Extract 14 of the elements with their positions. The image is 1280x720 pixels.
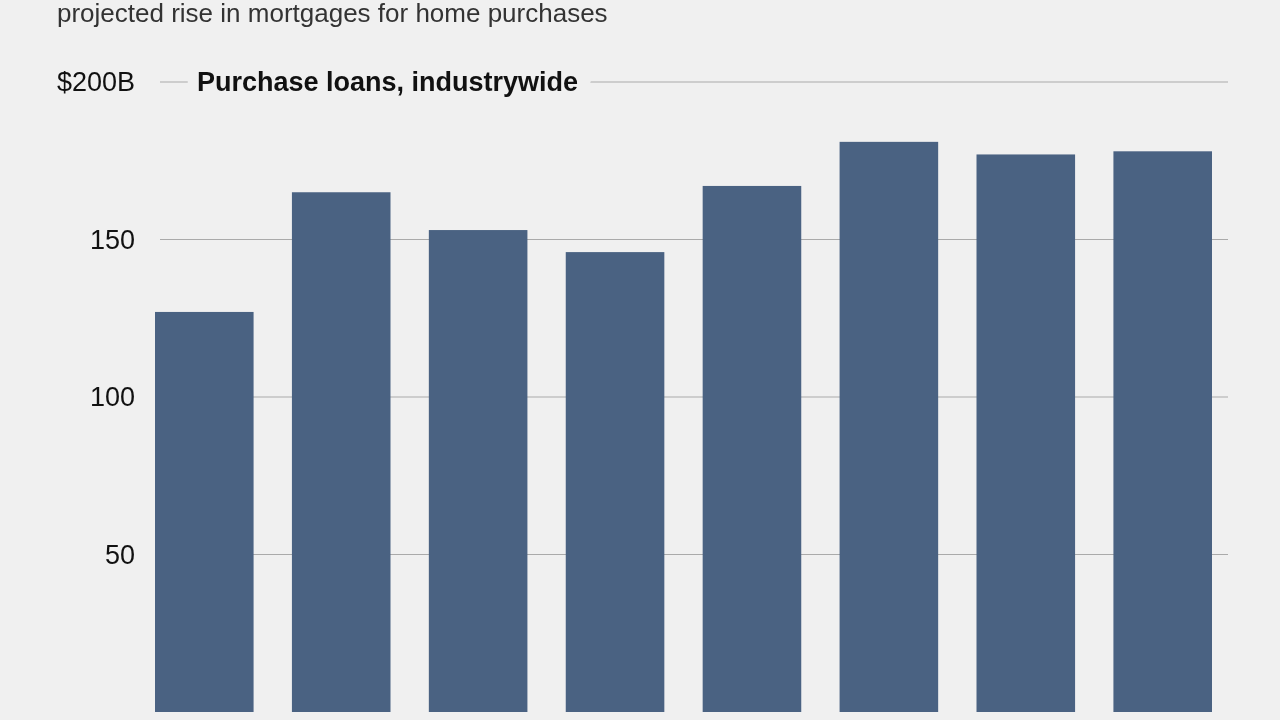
y-tick-label: $200B <box>57 67 136 98</box>
bar <box>976 154 1076 712</box>
y-tick-label: 100 <box>89 382 135 413</box>
bar <box>702 185 802 712</box>
bar <box>155 311 254 712</box>
y-tick-label: 150 <box>89 224 135 255</box>
chart-subtitle: projected rise in mortgages for home purchases <box>57 0 608 28</box>
bar <box>1113 151 1212 712</box>
y-tick-label: 50 <box>104 539 135 570</box>
bar <box>428 230 528 712</box>
bar <box>565 252 665 712</box>
chart-title: Purchase loans, industrywide <box>197 67 579 98</box>
bar <box>291 192 391 712</box>
bar <box>839 141 939 712</box>
